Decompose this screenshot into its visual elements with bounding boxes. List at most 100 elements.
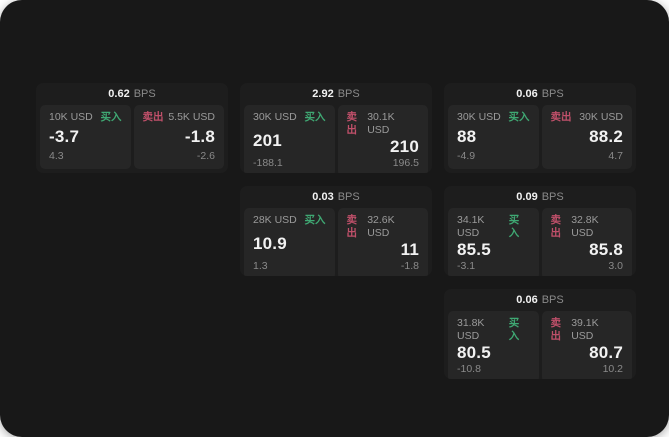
quote-panels: 30K USD 买入 201 -188.1 卖出 30.1K USD 210 1… [240, 105, 432, 173]
sell-top-row: 卖出 5.5K USD [143, 111, 216, 124]
buy-delta: -10.8 [457, 363, 481, 375]
sell-top-row: 卖出 32.8K USD [551, 214, 624, 240]
sell-amount: 30.1K USD [367, 111, 395, 136]
quote-card-grid: 0.62 BPS 10K USD 买入 -3.7 4.3 卖出 5.5K USD… [36, 83, 636, 379]
sell-panel[interactable]: 卖出 32.8K USD 85.8 3.0 [541, 208, 632, 276]
buy-delta: -3.1 [457, 260, 476, 272]
buy-price: 80.5 [457, 343, 491, 362]
sell-top-row: 卖出 32.6K USD [347, 214, 420, 240]
buy-side-label: 买入 [508, 111, 530, 123]
buy-panel[interactable]: 10K USD 买入 -3.7 4.3 [40, 105, 131, 169]
sell-price: -1.8 [184, 127, 215, 146]
sell-delta: 10.2 [602, 363, 623, 375]
sell-panel[interactable]: 卖出 39.1K USD 80.7 10.2 [541, 311, 632, 379]
buy-side-label: 买入 [508, 214, 520, 239]
sell-amount: 5.5K USD [168, 111, 215, 123]
sell-panel[interactable]: 卖出 5.5K USD -1.8 -2.6 [133, 105, 224, 169]
bps-value: 0.09 [516, 191, 538, 203]
sell-panel[interactable]: 卖出 32.6K USD 11 -1.8 [337, 208, 428, 276]
quote-panels: 28K USD 买入 10.9 1.3 卖出 32.6K USD 11 -1.8 [240, 208, 432, 276]
quote-card: 0.06 BPS 31.8K USD 买入 80.5 -10.8 卖出 39.1… [444, 289, 636, 379]
sell-side-label: 卖出 [142, 111, 164, 123]
sell-top-row: 卖出 30.1K USD [347, 111, 420, 137]
sell-top-row: 卖出 30K USD [551, 111, 624, 124]
buy-price: 10.9 [253, 233, 287, 253]
sell-panel[interactable]: 卖出 30.1K USD 210 196.5 [337, 105, 428, 173]
sell-price: 85.8 [589, 240, 623, 259]
buy-side-label: 买入 [100, 111, 122, 123]
sell-side-label: 卖出 [550, 214, 562, 239]
sell-price: 80.7 [589, 343, 623, 362]
buy-delta: 1.3 [253, 260, 268, 272]
sell-amount: 32.8K USD [571, 214, 599, 239]
sell-delta: 196.5 [392, 157, 419, 169]
bps-value: 0.06 [516, 88, 538, 100]
quote-panels: 31.8K USD 买入 80.5 -10.8 卖出 39.1K USD 80.… [444, 311, 636, 379]
buy-top-row: 30K USD 买入 [253, 111, 326, 124]
sell-price: 11 [400, 240, 419, 259]
bps-value: 0.62 [108, 88, 130, 100]
quote-card: 0.62 BPS 10K USD 买入 -3.7 4.3 卖出 5.5K USD… [36, 83, 228, 173]
sell-amount: 30K USD [579, 111, 623, 123]
quote-panels: 30K USD 买入 88 -4.9 卖出 30K USD 88.2 4.7 [444, 105, 636, 173]
bps-value: 2.92 [312, 88, 334, 100]
quote-card: 0.03 BPS 28K USD 买入 10.9 1.3 卖出 32.6K US… [240, 186, 432, 276]
buy-amount: 10K USD [49, 111, 93, 123]
sell-side-label: 卖出 [550, 111, 572, 123]
quote-card: 0.09 BPS 34.1K USD 买入 85.5 -3.1 卖出 32.8K… [444, 186, 636, 276]
bps-label: BPS [337, 88, 360, 100]
buy-top-row: 28K USD 买入 [253, 214, 326, 227]
bps-header: 0.03 BPS [240, 186, 432, 208]
sell-amount: 39.1K USD [571, 317, 599, 342]
bps-label: BPS [133, 88, 156, 100]
bps-header: 0.06 BPS [444, 289, 636, 311]
buy-top-row: 10K USD 买入 [49, 111, 122, 124]
sell-side-label: 卖出 [550, 317, 562, 342]
buy-panel[interactable]: 30K USD 买入 201 -188.1 [244, 105, 335, 173]
buy-side-label: 买入 [304, 111, 326, 123]
buy-price: 85.5 [457, 240, 491, 259]
buy-price: 88 [457, 127, 477, 146]
sell-delta: -2.6 [196, 150, 215, 162]
buy-price: 201 [253, 130, 282, 150]
sell-price: 88.2 [589, 127, 623, 146]
buy-panel[interactable]: 34.1K USD 买入 85.5 -3.1 [448, 208, 539, 276]
bps-header: 0.09 BPS [444, 186, 636, 208]
buy-price: -3.7 [49, 127, 80, 146]
bps-header: 0.62 BPS [36, 83, 228, 105]
sell-panel[interactable]: 卖出 30K USD 88.2 4.7 [541, 105, 632, 169]
buy-panel[interactable]: 30K USD 买入 88 -4.9 [448, 105, 539, 169]
sell-side-label: 卖出 [346, 214, 358, 239]
bps-value: 0.03 [312, 191, 334, 203]
quote-panels: 34.1K USD 买入 85.5 -3.1 卖出 32.8K USD 85.8… [444, 208, 636, 276]
buy-amount: 30K USD [253, 111, 297, 123]
bps-label: BPS [337, 191, 360, 203]
bps-header: 2.92 BPS [240, 83, 432, 105]
quote-panels: 10K USD 买入 -3.7 4.3 卖出 5.5K USD -1.8 -2.… [36, 105, 228, 173]
quote-card: 0.06 BPS 30K USD 买入 88 -4.9 卖出 30K USD 8… [444, 83, 636, 173]
buy-panel[interactable]: 28K USD 买入 10.9 1.3 [244, 208, 335, 276]
bps-value: 0.06 [516, 294, 538, 306]
buy-delta: -4.9 [457, 150, 476, 162]
buy-top-row: 30K USD 买入 [457, 111, 530, 124]
bps-label: BPS [541, 88, 564, 100]
sell-price: 210 [390, 137, 419, 156]
sell-top-row: 卖出 39.1K USD [551, 317, 624, 343]
bps-label: BPS [541, 191, 564, 203]
buy-amount: 31.8K USD [457, 317, 485, 342]
sell-side-label: 卖出 [346, 111, 358, 136]
buy-amount: 30K USD [457, 111, 501, 123]
buy-panel[interactable]: 31.8K USD 买入 80.5 -10.8 [448, 311, 539, 379]
sell-amount: 32.6K USD [367, 214, 395, 239]
buy-delta: -188.1 [253, 157, 283, 169]
buy-amount: 28K USD [253, 214, 297, 226]
buy-top-row: 31.8K USD 买入 [457, 317, 530, 343]
sell-delta: 4.7 [608, 150, 623, 162]
sell-delta: 3.0 [608, 260, 623, 272]
buy-amount: 34.1K USD [457, 214, 485, 239]
buy-delta: 4.3 [49, 150, 64, 162]
buy-top-row: 34.1K USD 买入 [457, 214, 530, 240]
buy-side-label: 买入 [304, 214, 326, 226]
buy-side-label: 买入 [508, 317, 520, 342]
